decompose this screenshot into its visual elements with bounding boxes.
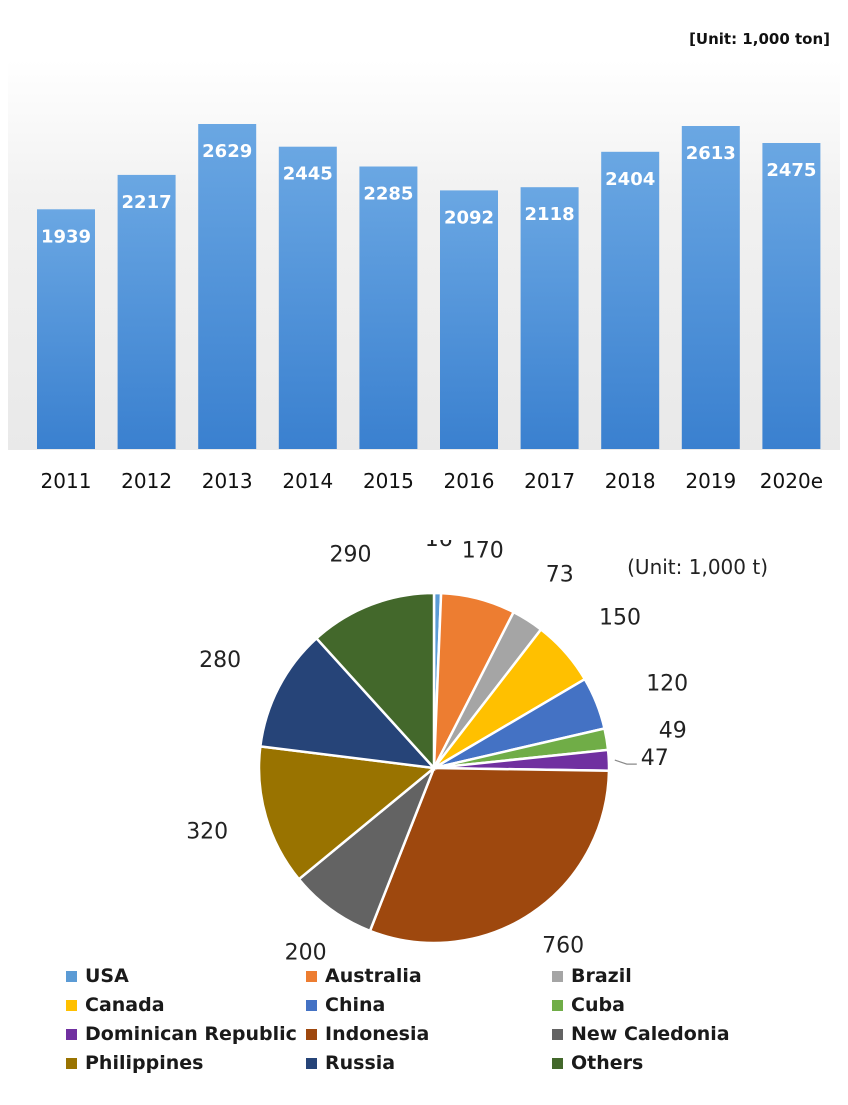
- legend-label: Brazil: [571, 965, 632, 987]
- legend-swatch: [552, 1000, 563, 1011]
- pie-unit-label: (Unit: 1,000 t): [627, 555, 768, 579]
- pie-value-label: 170: [462, 540, 504, 564]
- bar-value-label: 2475: [766, 160, 816, 181]
- pie-value-label: 73: [546, 563, 574, 588]
- x-tick-label: 2013: [202, 469, 253, 493]
- legend-item: China: [306, 994, 385, 1016]
- pie-value-label: 49: [659, 719, 687, 744]
- legend-swatch: [66, 971, 77, 982]
- bar-value-label: 2445: [283, 164, 333, 185]
- bar-value-label: 2092: [444, 207, 494, 228]
- legend-item: USA: [66, 965, 129, 987]
- legend-swatch: [306, 1000, 317, 1011]
- legend-swatch: [66, 1058, 77, 1069]
- legend-swatch: [66, 1000, 77, 1011]
- bar-2016: [440, 190, 498, 449]
- pie-value-label: 150: [599, 606, 641, 631]
- legend-item: Others: [552, 1052, 643, 1074]
- legend-swatch: [306, 971, 317, 982]
- pie-slice-others: [314, 591, 436, 772]
- bar-2017: [520, 187, 579, 449]
- bar-value-label: 2613: [686, 143, 736, 164]
- legend-swatch: [552, 971, 563, 982]
- bar-2014: [278, 146, 337, 449]
- legend-label: USA: [85, 965, 129, 987]
- bar-2013: [198, 124, 257, 449]
- legend-label: China: [325, 994, 385, 1016]
- bar-value-label: 2629: [202, 141, 252, 162]
- bar-unit-label: [Unit: 1,000 ton]: [689, 30, 830, 48]
- x-tick-label: 2014: [282, 469, 333, 493]
- bar-2019: [681, 126, 740, 449]
- legend-label: Canada: [85, 994, 165, 1016]
- legend-item: Indonesia: [306, 1023, 429, 1045]
- legend-swatch: [66, 1029, 77, 1040]
- legend-item: Canada: [66, 994, 165, 1016]
- pie-leader-line: [614, 759, 637, 765]
- legend-label: Others: [571, 1052, 643, 1074]
- legend-label: Australia: [325, 965, 422, 987]
- legend-item: Brazil: [552, 965, 632, 987]
- pie-value-label: 16: [425, 540, 453, 552]
- x-tick-label: 2017: [524, 469, 575, 493]
- pie-slice-indonesia: [368, 766, 611, 945]
- legend-item: Philippines: [66, 1052, 203, 1074]
- legend-item: Cuba: [552, 994, 625, 1016]
- x-tick-label: 2012: [121, 469, 172, 493]
- x-tick-label: 2020e: [760, 469, 823, 493]
- legend-item: Dominican Republic: [66, 1023, 297, 1045]
- bar-2012: [117, 174, 176, 449]
- pie-value-label: 320: [186, 820, 228, 845]
- x-tick-label: 2018: [605, 469, 656, 493]
- legend-swatch: [306, 1058, 317, 1069]
- legend-label: Indonesia: [325, 1023, 429, 1045]
- pie-slice-new-caledonia: [297, 763, 437, 933]
- legend-item: New Caledonia: [552, 1023, 730, 1045]
- pie-value-label: 760: [542, 934, 584, 959]
- x-tick-label: 2016: [444, 469, 495, 493]
- bar-chart: [Unit: 1,000 ton] 1939 2217 2629 2445 2285 20…: [8, 30, 840, 493]
- pie-slice-russia: [258, 636, 438, 770]
- legend-label: New Caledonia: [571, 1023, 730, 1045]
- bar-2020e: [762, 143, 821, 449]
- legend-item: Russia: [306, 1052, 395, 1074]
- legend-label: Dominican Republic: [85, 1023, 297, 1045]
- x-tick-label: 2015: [363, 469, 414, 493]
- pie-value-label: 120: [646, 671, 688, 696]
- bar-value-label: 2404: [605, 169, 655, 190]
- legend-swatch: [552, 1058, 563, 1069]
- legend-swatch: [552, 1029, 563, 1040]
- pie-value-label: 47: [641, 746, 669, 771]
- bar-2018: [601, 151, 660, 450]
- bar-2015: [359, 166, 418, 449]
- legend-label: Cuba: [571, 994, 625, 1016]
- pie-value-label: 290: [330, 543, 372, 568]
- x-tick-label: 2019: [685, 469, 736, 493]
- pie-slice-philippines: [257, 745, 438, 881]
- pie-value-label: 200: [285, 941, 327, 966]
- x-tick-label: 2011: [41, 469, 92, 493]
- bar-2011: [37, 209, 95, 449]
- legend-label: Philippines: [85, 1052, 203, 1074]
- bar-value-label: 2217: [122, 192, 172, 213]
- bar-value-label: 2285: [363, 184, 413, 205]
- bar-value-label: 2118: [525, 204, 575, 225]
- legend-item: Australia: [306, 965, 422, 987]
- pie-value-label: 280: [199, 648, 241, 673]
- legend-label: Russia: [325, 1052, 395, 1074]
- legend-swatch: [306, 1029, 317, 1040]
- bar-value-label: 1939: [41, 226, 91, 247]
